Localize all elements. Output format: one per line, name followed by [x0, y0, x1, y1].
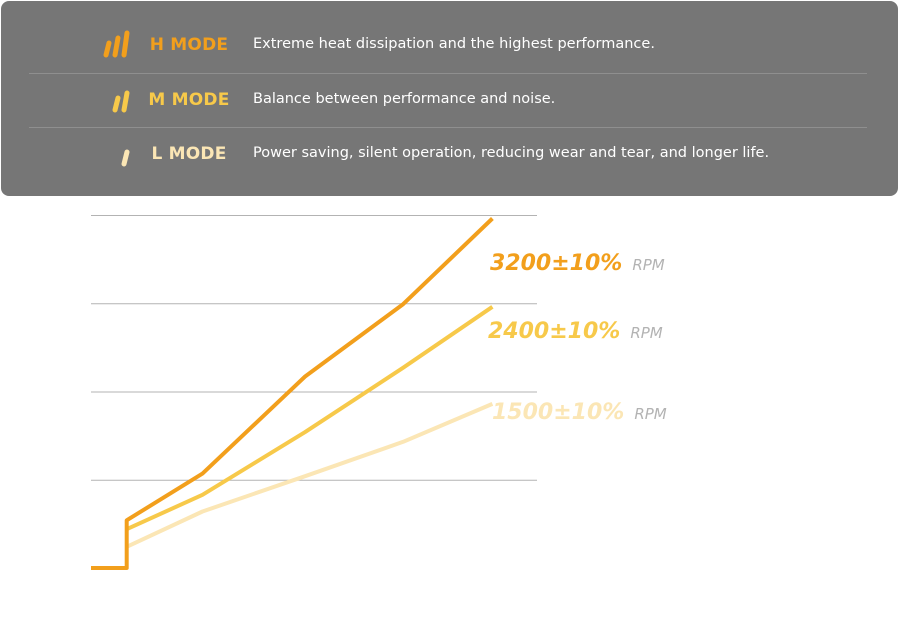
mode-description: Extreme heat dissipation and the highest…	[253, 36, 655, 52]
icon-bar	[112, 35, 121, 58]
series-value-label: 3200±10%	[490, 251, 622, 276]
mode-panel: H MODE Extreme heat dissipation and the …	[1, 1, 898, 196]
icon-bar	[121, 90, 130, 113]
series-line	[125, 402, 494, 549]
mode-row-m: M MODE Balance between performance and n…	[29, 73, 867, 127]
single-bar-icon	[121, 149, 130, 167]
mode-name: M MODE	[148, 90, 230, 110]
series-unit-label: RPM	[632, 256, 664, 274]
mode-row-h: H MODE Extreme heat dissipation and the …	[29, 19, 867, 73]
series-unit-label: RPM	[630, 324, 662, 342]
mode-description: Power saving, silent operation, reducing…	[253, 145, 770, 161]
mode-name: L MODE	[151, 144, 227, 164]
mode-name: H MODE	[149, 35, 229, 55]
icon-bar	[121, 149, 130, 167]
icon-bar	[121, 30, 130, 58]
mode-description: Balance between performance and noise.	[253, 91, 556, 107]
triple-bar-icon	[103, 30, 130, 58]
fan-speed-chart: 3200±10% RPM 2400±10% RPM 1500±10% RPM	[91, 215, 667, 570]
series-line	[91, 217, 494, 570]
series-unit-label: RPM	[634, 405, 666, 423]
series-value-label: 2400±10%	[488, 319, 620, 344]
double-bar-icon	[112, 90, 130, 113]
series-line	[125, 305, 494, 532]
series-value-label: 1500±10%	[492, 400, 624, 425]
gridlines	[91, 215, 537, 481]
icon-bar	[112, 95, 121, 113]
icon-bar	[103, 40, 112, 58]
mode-row-l: L MODE Power saving, silent operation, r…	[29, 127, 867, 181]
